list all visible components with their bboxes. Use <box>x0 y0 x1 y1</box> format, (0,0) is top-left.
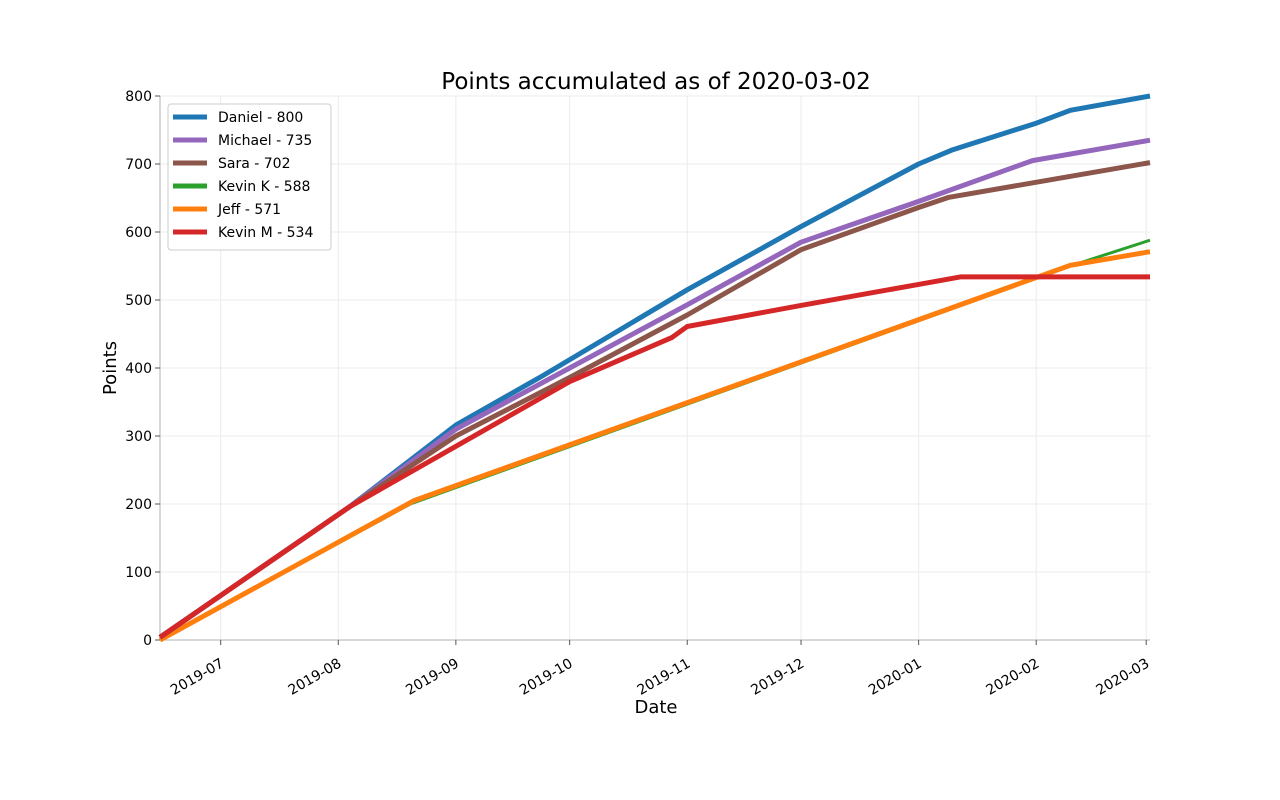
y-tick-label: 600 <box>125 225 152 241</box>
legend-entry: Daniel - 800 <box>218 110 303 126</box>
x-tick-label: 2020-01 <box>866 656 925 699</box>
series-line <box>158 249 1151 643</box>
y-tick-label: 500 <box>125 293 152 309</box>
legend-entry: Jeff - 571 <box>217 202 281 218</box>
legend-entry: Sara - 702 <box>218 156 290 172</box>
y-tick-label: 300 <box>125 429 152 445</box>
series-line <box>158 160 1151 640</box>
legend-entry: Michael - 735 <box>218 133 312 149</box>
x-axis-label: Date <box>634 697 677 718</box>
x-tick-label: 2019-12 <box>748 656 807 699</box>
legend: Daniel - 800 Michael - 735 Sara - 702 Kevin… <box>167 103 332 251</box>
y-tick-label: 0 <box>143 633 152 649</box>
y-tick-label: 800 <box>125 89 152 105</box>
series-lines <box>158 93 1151 643</box>
legend-box <box>167 103 332 251</box>
y-axis-label: Points <box>100 341 121 395</box>
x-tick-label: 2019-10 <box>517 656 576 699</box>
x-tick-label: 2019-08 <box>286 656 345 699</box>
x-tick-label: 2019-07 <box>168 656 227 699</box>
y-ticks: 0 100 200 300 400 500 600 700 800 <box>125 89 160 649</box>
y-tick-label: 100 <box>125 565 152 581</box>
legend-entry: Kevin K - 588 <box>218 179 310 195</box>
y-tick-label: 700 <box>125 157 152 173</box>
x-tick-label: 2020-03 <box>1094 656 1153 699</box>
x-tick-label: 2020-02 <box>984 656 1043 699</box>
chart-title: Points accumulated as of 2020-03-02 <box>441 69 870 95</box>
x-ticks: 2019-07 2019-08 2019-09 2019-10 2019-11 2019-… <box>168 640 1152 699</box>
legend-entry: Kevin M - 534 <box>218 225 313 241</box>
series-line <box>158 274 1150 640</box>
y-tick-label: 200 <box>125 497 152 513</box>
x-tick-label: 2019-11 <box>635 656 694 699</box>
y-tick-label: 400 <box>125 361 152 377</box>
x-tick-label: 2019-09 <box>403 656 462 699</box>
